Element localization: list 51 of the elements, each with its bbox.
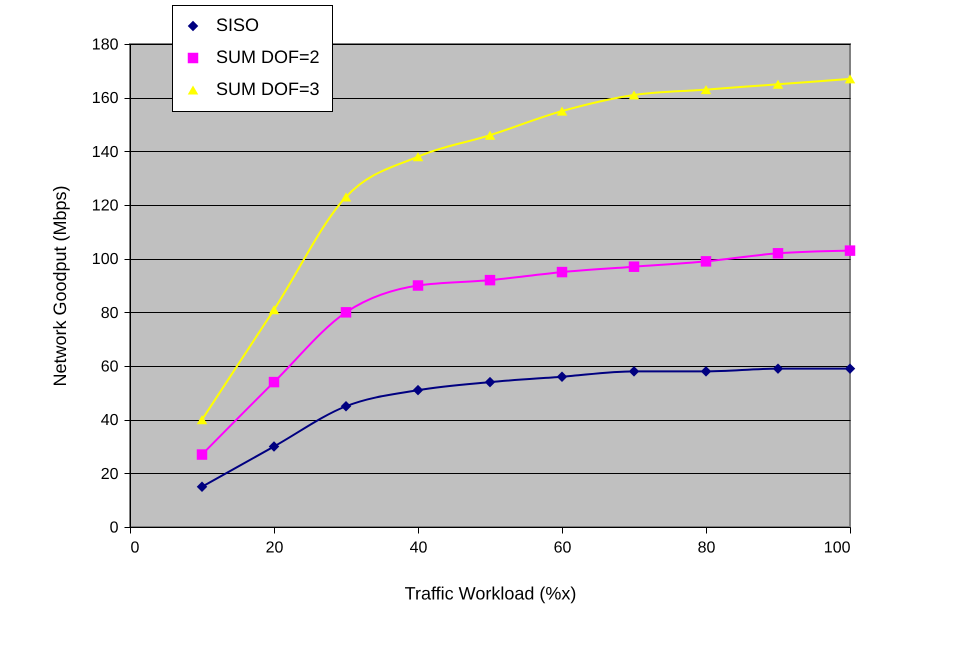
y-axis-title: Network Goodput (Mbps) — [50, 185, 70, 387]
y-tick-label: 160 — [92, 90, 119, 108]
point — [412, 152, 424, 162]
point — [700, 85, 712, 94]
y-tick-label: 20 — [100, 466, 119, 483]
point — [844, 363, 856, 374]
point — [484, 130, 496, 140]
y-tick-label: 120 — [92, 198, 119, 214]
x-tick-label: 60 — [554, 540, 572, 556]
x-axis-title: Traffic Workload (%x) — [404, 584, 576, 604]
point — [772, 363, 784, 374]
point — [556, 106, 568, 116]
x-tick-label: 0 — [130, 540, 140, 556]
y-tick-label: 180 — [92, 36, 119, 54]
y-tick-label: 40 — [100, 412, 119, 430]
point — [268, 305, 280, 314]
point — [700, 366, 712, 377]
point — [844, 74, 856, 84]
point — [268, 376, 280, 388]
point — [772, 248, 784, 259]
point — [700, 256, 712, 267]
x-tick-label: 80 — [698, 540, 716, 556]
point — [412, 384, 424, 396]
point — [556, 266, 568, 278]
point — [196, 415, 208, 424]
legend-label: SISO — [216, 15, 260, 35]
legend-label: SUM DOF=2 — [216, 47, 320, 67]
point — [556, 371, 568, 382]
y-tick-label: 0 — [110, 520, 119, 536]
legend-label: SUM DOF=3 — [216, 79, 320, 99]
point — [340, 192, 352, 202]
point — [196, 449, 208, 460]
point — [484, 376, 496, 388]
point — [628, 90, 640, 100]
point — [484, 274, 496, 286]
y-tick-label: 60 — [100, 358, 119, 376]
point — [844, 245, 856, 256]
x-tick-label: 40 — [410, 540, 428, 556]
y-tick-label: 140 — [92, 144, 119, 161]
y-tick-label: 100 — [92, 251, 119, 268]
point — [196, 482, 208, 492]
x-tick-label: 100 — [824, 540, 851, 556]
point — [412, 280, 424, 291]
point — [340, 307, 352, 318]
point — [628, 366, 640, 377]
point — [772, 80, 784, 89]
point — [268, 441, 280, 452]
point — [628, 261, 640, 272]
y-tick-label: 80 — [100, 304, 119, 322]
x-tick-label: 20 — [266, 540, 284, 556]
point — [340, 401, 352, 412]
